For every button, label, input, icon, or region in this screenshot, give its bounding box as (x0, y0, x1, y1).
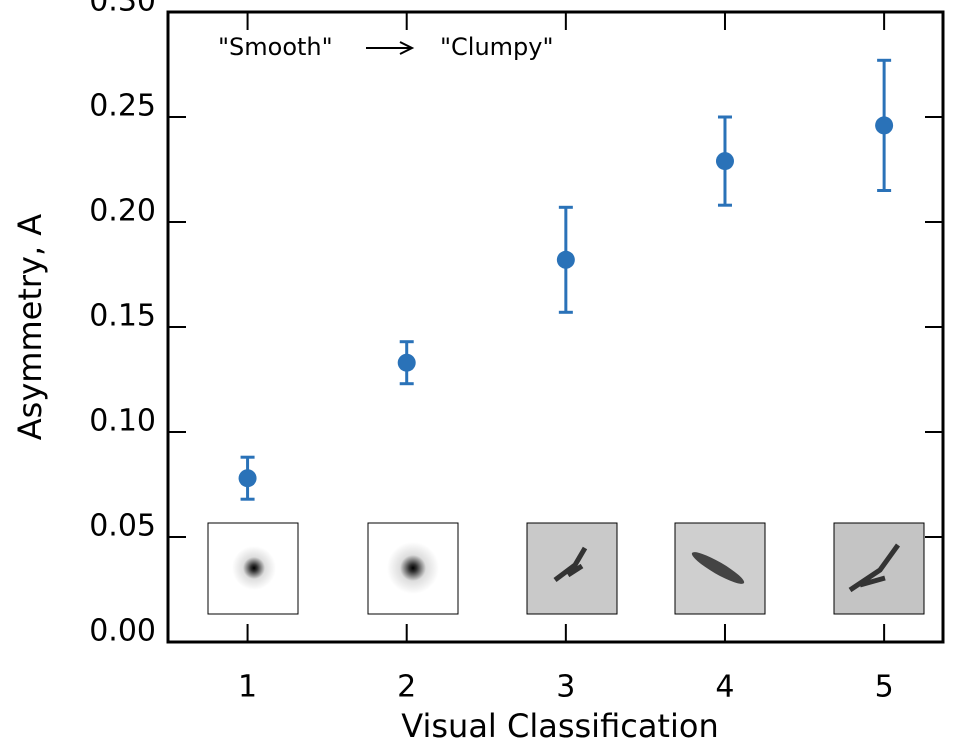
y-tick-label: 0.10 (89, 404, 156, 439)
y-tick-label: 0.00 (89, 614, 156, 649)
x-tick-label: 1 (238, 670, 257, 705)
point (397, 353, 416, 372)
galaxy (232, 546, 276, 590)
y-axis-label: Asymmetry, A (11, 214, 49, 441)
x-tick-label: 3 (556, 670, 575, 705)
point (715, 152, 734, 171)
x-tick-label: 5 (875, 670, 894, 705)
point (556, 250, 575, 269)
galaxy (691, 552, 745, 584)
x-tick-label: 2 (397, 670, 416, 705)
galaxy (553, 546, 588, 582)
point (238, 469, 257, 488)
y-tick-label: 0.05 (89, 509, 156, 544)
y-tick-label: 0.30 (89, 0, 156, 19)
point (875, 116, 894, 135)
y-tick-label: 0.15 (89, 299, 156, 334)
y-tick-label: 0.20 (89, 194, 156, 229)
y-tick-label: 0.25 (89, 89, 156, 124)
thumbnails (207, 522, 925, 615)
x-axis-label: Visual Classification (401, 707, 718, 745)
arrow-head (399, 41, 415, 55)
annotation: "Smooth" (218, 33, 333, 61)
galaxy (387, 542, 439, 594)
annotation: "Clumpy" (440, 33, 554, 61)
x-tick-label: 4 (715, 670, 734, 705)
galaxy (848, 543, 901, 593)
